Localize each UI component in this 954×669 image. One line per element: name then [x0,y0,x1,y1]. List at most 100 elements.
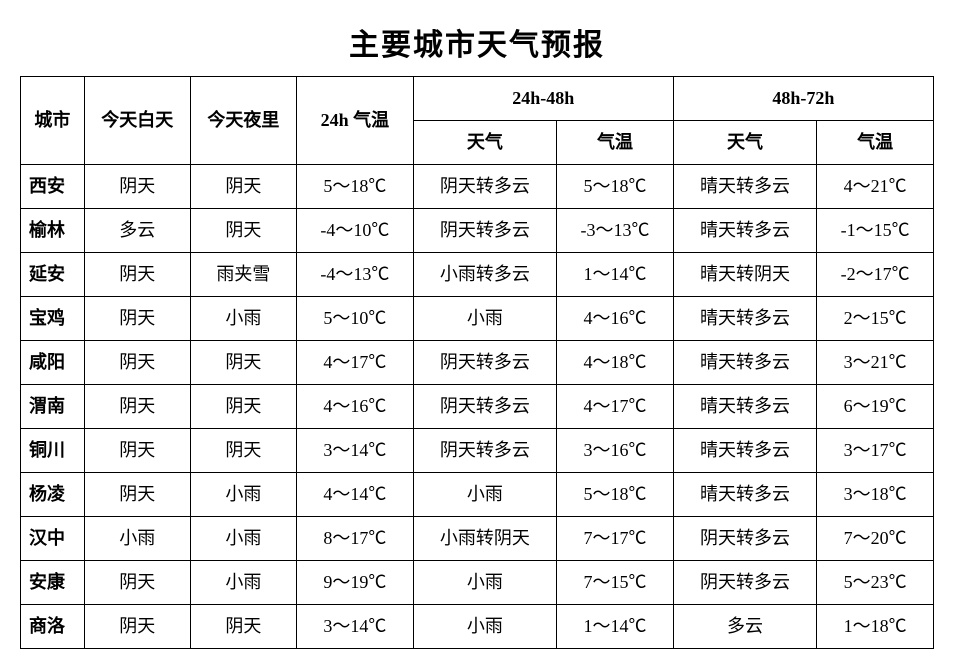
cell-p1-temp: 4～17℃ [557,385,674,429]
cell-p1-temp: 7～15℃ [557,561,674,605]
cell-p2-weather: 晴天转多云 [673,385,816,429]
cell-temp24: 4～17℃ [297,341,414,385]
cell-city: 榆林 [21,209,85,253]
cell-p2-temp: 4～21℃ [817,165,934,209]
cell-today-day: 阴天 [84,341,190,385]
cell-p2-temp: 3～18℃ [817,473,934,517]
cell-p2-weather: 晴天转多云 [673,473,816,517]
cell-city: 延安 [21,253,85,297]
cell-temp24: 4～16℃ [297,385,414,429]
cell-temp24: -4～10℃ [297,209,414,253]
cell-p1-weather: 阴天转多云 [413,429,556,473]
cell-today-night: 小雨 [190,561,296,605]
cell-p1-weather: 阴天转多云 [413,341,556,385]
cell-p2-weather: 晴天转多云 [673,341,816,385]
cell-today-day: 阴天 [84,297,190,341]
cell-today-day: 阴天 [84,561,190,605]
cell-city: 宝鸡 [21,297,85,341]
cell-p1-weather: 小雨转阴天 [413,517,556,561]
table-row: 咸阳阴天阴天4～17℃阴天转多云4～18℃晴天转多云3～21℃ [21,341,934,385]
col-p2-temp: 气温 [817,121,934,165]
cell-p2-temp: 2～15℃ [817,297,934,341]
col-p1-weather: 天气 [413,121,556,165]
cell-temp24: 3～14℃ [297,429,414,473]
cell-p2-weather: 晴天转多云 [673,165,816,209]
cell-p1-weather: 小雨 [413,605,556,649]
cell-city: 咸阳 [21,341,85,385]
col-period1: 24h-48h [413,77,673,121]
table-row: 宝鸡阴天小雨5～10℃小雨4～16℃晴天转多云2～15℃ [21,297,934,341]
col-city: 城市 [21,77,85,165]
cell-p2-temp: 3～21℃ [817,341,934,385]
cell-p1-temp: 7～17℃ [557,517,674,561]
col-today-day: 今天白天 [84,77,190,165]
page-title: 主要城市天气预报 [20,20,934,64]
table-row: 商洛阴天阴天3～14℃小雨1～14℃多云1～18℃ [21,605,934,649]
cell-p1-temp: 4～18℃ [557,341,674,385]
cell-p2-weather: 晴天转多云 [673,209,816,253]
table-row: 渭南阴天阴天4～16℃阴天转多云4～17℃晴天转多云6～19℃ [21,385,934,429]
cell-p2-temp: 3～17℃ [817,429,934,473]
cell-p2-weather: 多云 [673,605,816,649]
cell-today-day: 阴天 [84,253,190,297]
cell-city: 商洛 [21,605,85,649]
cell-today-day: 阴天 [84,473,190,517]
cell-p2-weather: 晴天转多云 [673,429,816,473]
cell-p1-temp: 5～18℃ [557,165,674,209]
cell-city: 杨凌 [21,473,85,517]
cell-city: 渭南 [21,385,85,429]
cell-p2-temp: -1～15℃ [817,209,934,253]
cell-today-day: 阴天 [84,385,190,429]
table-row: 杨凌阴天小雨4～14℃小雨5～18℃晴天转多云3～18℃ [21,473,934,517]
cell-today-day: 阴天 [84,605,190,649]
cell-p1-temp: 3～16℃ [557,429,674,473]
cell-p2-weather: 晴天转阴天 [673,253,816,297]
cell-p1-weather: 阴天转多云 [413,209,556,253]
cell-p1-temp: 4～16℃ [557,297,674,341]
cell-temp24: 5～18℃ [297,165,414,209]
cell-p1-temp: 1～14℃ [557,253,674,297]
col-p2-weather: 天气 [673,121,816,165]
cell-p2-weather: 晴天转多云 [673,297,816,341]
col-today-night: 今天夜里 [190,77,296,165]
cell-temp24: 8～17℃ [297,517,414,561]
table-row: 安康阴天小雨9～19℃小雨7～15℃阴天转多云5～23℃ [21,561,934,605]
cell-p2-weather: 阴天转多云 [673,561,816,605]
cell-p2-temp: 1～18℃ [817,605,934,649]
cell-temp24: 9～19℃ [297,561,414,605]
cell-city: 西安 [21,165,85,209]
cell-today-night: 阴天 [190,165,296,209]
cell-today-day: 阴天 [84,165,190,209]
cell-p1-temp: -3～13℃ [557,209,674,253]
cell-temp24: 3～14℃ [297,605,414,649]
cell-today-night: 雨夹雪 [190,253,296,297]
table-row: 铜川阴天阴天3～14℃阴天转多云3～16℃晴天转多云3～17℃ [21,429,934,473]
cell-temp24: 4～14℃ [297,473,414,517]
col-period2: 48h-72h [673,77,933,121]
cell-today-day: 阴天 [84,429,190,473]
cell-p1-weather: 小雨 [413,297,556,341]
cell-city: 铜川 [21,429,85,473]
cell-p1-weather: 小雨 [413,561,556,605]
col-p1-temp: 气温 [557,121,674,165]
cell-temp24: 5～10℃ [297,297,414,341]
cell-p1-weather: 阴天转多云 [413,165,556,209]
cell-p2-temp: 7～20℃ [817,517,934,561]
cell-today-day: 小雨 [84,517,190,561]
weather-forecast: 主要城市天气预报 城市 今天白天 今天夜里 24h 气温 24h-48h 48h… [20,20,934,649]
col-temp24: 24h 气温 [297,77,414,165]
cell-city: 安康 [21,561,85,605]
cell-p1-weather: 阴天转多云 [413,385,556,429]
cell-p1-temp: 5～18℃ [557,473,674,517]
cell-today-night: 小雨 [190,473,296,517]
table-row: 汉中小雨小雨8～17℃小雨转阴天7～17℃阴天转多云7～20℃ [21,517,934,561]
header-row-1: 城市 今天白天 今天夜里 24h 气温 24h-48h 48h-72h [21,77,934,121]
cell-p2-temp: 5～23℃ [817,561,934,605]
cell-today-night: 阴天 [190,209,296,253]
cell-city: 汉中 [21,517,85,561]
table-row: 延安阴天雨夹雪-4～13℃小雨转多云1～14℃晴天转阴天-2～17℃ [21,253,934,297]
cell-p2-weather: 阴天转多云 [673,517,816,561]
cell-today-night: 小雨 [190,297,296,341]
table-row: 榆林多云阴天-4～10℃阴天转多云-3～13℃晴天转多云-1～15℃ [21,209,934,253]
cell-today-night: 阴天 [190,429,296,473]
